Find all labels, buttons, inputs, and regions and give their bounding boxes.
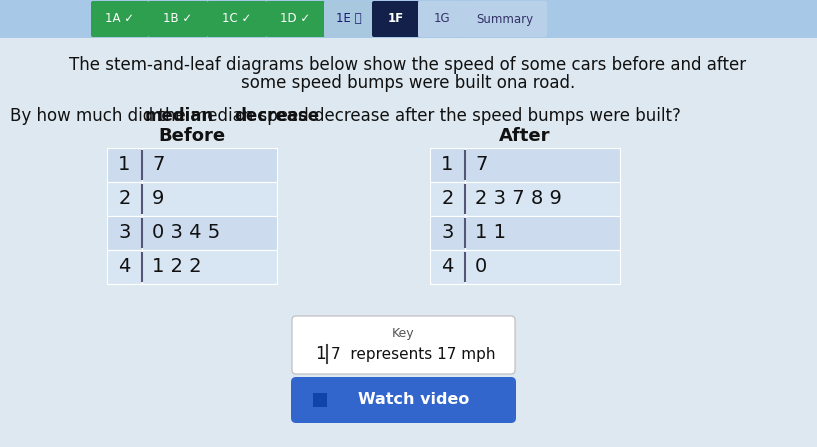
FancyBboxPatch shape (372, 1, 419, 37)
FancyBboxPatch shape (465, 148, 620, 182)
Text: 4: 4 (441, 257, 453, 277)
Text: 3: 3 (441, 224, 453, 243)
Text: 1: 1 (118, 156, 131, 174)
Text: 1B ✓: 1B ✓ (163, 13, 193, 25)
FancyBboxPatch shape (430, 216, 465, 250)
Text: Watch video: Watch video (358, 392, 469, 408)
FancyBboxPatch shape (465, 250, 620, 284)
Text: Summary: Summary (476, 13, 534, 25)
FancyBboxPatch shape (107, 148, 142, 182)
Text: After: After (499, 127, 551, 145)
FancyBboxPatch shape (430, 182, 465, 216)
Text: 9: 9 (152, 190, 164, 208)
FancyBboxPatch shape (324, 1, 373, 37)
FancyBboxPatch shape (465, 182, 620, 216)
Text: 7: 7 (475, 156, 488, 174)
FancyBboxPatch shape (292, 316, 515, 374)
FancyBboxPatch shape (107, 216, 142, 250)
FancyBboxPatch shape (207, 1, 267, 37)
Text: 7  represents 17 mph: 7 represents 17 mph (331, 346, 495, 362)
Text: some speed bumps were built on​a road.: some speed bumps were built on​a road. (241, 74, 575, 92)
Text: 3: 3 (118, 224, 131, 243)
Text: 1G: 1G (433, 13, 450, 25)
FancyBboxPatch shape (266, 1, 325, 37)
Text: The stem-and-leaf diagrams below show the speed of some cars before and after: The stem-and-leaf diagrams below show th… (69, 56, 747, 74)
FancyBboxPatch shape (430, 250, 465, 284)
Text: 4: 4 (118, 257, 131, 277)
FancyBboxPatch shape (148, 1, 208, 37)
Text: median: median (145, 107, 213, 125)
Text: 1F: 1F (387, 13, 404, 25)
Text: 1 1: 1 1 (475, 224, 506, 243)
Text: Key: Key (392, 326, 415, 340)
FancyBboxPatch shape (291, 377, 516, 423)
Text: 1C ✓: 1C ✓ (222, 13, 252, 25)
Text: 1 2 2: 1 2 2 (152, 257, 202, 277)
FancyBboxPatch shape (418, 1, 465, 37)
FancyBboxPatch shape (107, 250, 142, 284)
Text: 0: 0 (475, 257, 487, 277)
Text: 1D ✓: 1D ✓ (280, 13, 310, 25)
FancyBboxPatch shape (91, 1, 149, 37)
Text: 1A ✓: 1A ✓ (105, 13, 135, 25)
FancyBboxPatch shape (142, 250, 277, 284)
FancyBboxPatch shape (463, 1, 547, 37)
Text: Before: Before (158, 127, 225, 145)
Text: 1: 1 (441, 156, 453, 174)
FancyBboxPatch shape (142, 182, 277, 216)
Text: decrease: decrease (234, 107, 319, 125)
Text: 1E 🚩: 1E 🚩 (336, 13, 361, 25)
Text: By how much did the median speed decrease after the speed bumps were built?: By how much did the median speed decreas… (10, 107, 681, 125)
Text: 0 3 4 5: 0 3 4 5 (152, 224, 221, 243)
Text: 2 3 7 8 9: 2 3 7 8 9 (475, 190, 562, 208)
Text: 2: 2 (118, 190, 131, 208)
FancyBboxPatch shape (430, 148, 465, 182)
FancyBboxPatch shape (142, 216, 277, 250)
Text: 7: 7 (152, 156, 164, 174)
FancyBboxPatch shape (0, 0, 817, 38)
FancyBboxPatch shape (465, 216, 620, 250)
Text: 2: 2 (441, 190, 453, 208)
FancyBboxPatch shape (142, 148, 277, 182)
FancyBboxPatch shape (313, 393, 327, 407)
Text: 1: 1 (315, 345, 326, 363)
FancyBboxPatch shape (107, 182, 142, 216)
